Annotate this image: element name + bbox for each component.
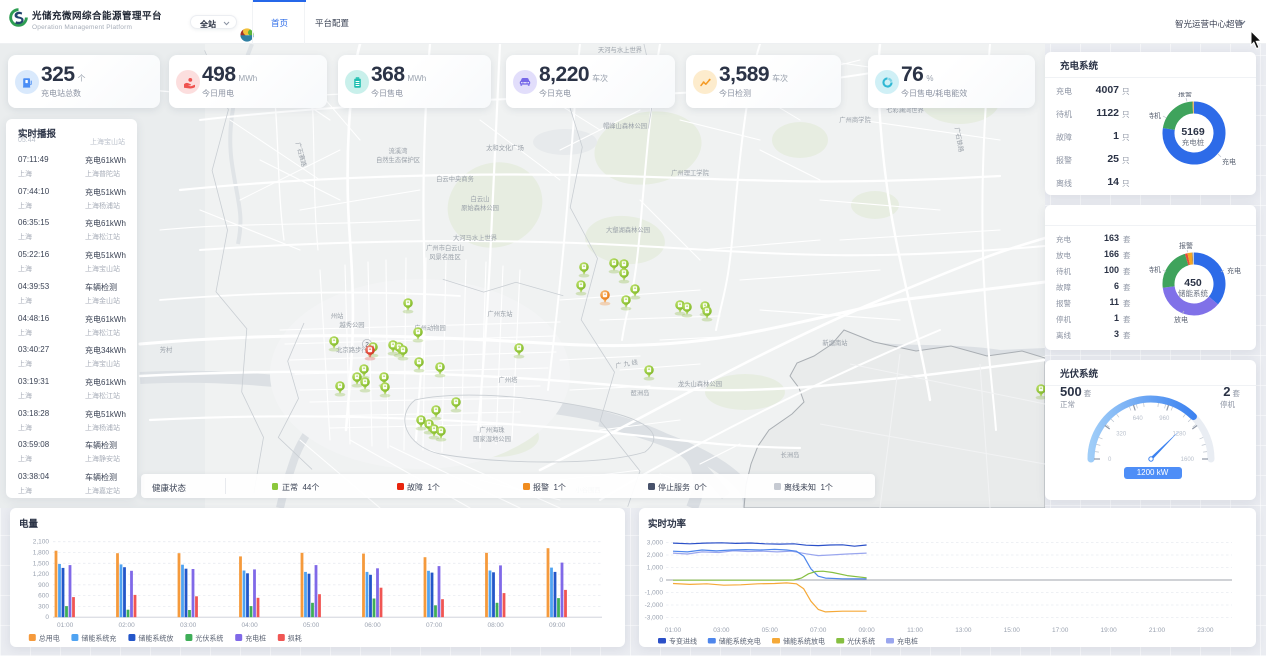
svg-text:11:00: 11:00 [907,627,923,634]
svg-text:07:00: 07:00 [426,622,443,629]
svg-text:08:00: 08:00 [487,622,504,629]
svg-text:广州市白云山: 广州市白云山 [426,243,464,252]
svg-text:09:00: 09:00 [858,627,875,634]
svg-text:广州动物园: 广州动物园 [414,323,445,332]
svg-text:1280: 1280 [1172,432,1186,438]
svg-text:0: 0 [1108,457,1112,463]
svg-text:长洲岛: 长洲岛 [781,450,800,459]
svg-text:3,000: 3,000 [647,540,664,547]
svg-text:19:00: 19:00 [1100,627,1117,634]
svg-text:13:00: 13:00 [955,627,972,634]
svg-text:充电桩: 充电桩 [1182,137,1205,147]
svg-text:15:00: 15:00 [1004,627,1021,634]
svg-text:帽峰山森林公园: 帽峰山森林公园 [603,121,647,130]
svg-text:-1,000: -1,000 [645,590,664,597]
svg-text:03:00: 03:00 [713,627,730,634]
svg-text:-3,000: -3,000 [645,615,664,622]
svg-text:充电桩: 充电桩 [897,637,918,646]
svg-text:-2,000: -2,000 [645,602,664,609]
svg-text:2,000: 2,000 [647,552,664,559]
svg-text:04:00: 04:00 [241,622,258,629]
svg-text:广州海珠: 广州海珠 [479,425,505,434]
svg-text:充电桩: 充电桩 [245,634,266,643]
svg-text:大壑湖森林公园: 大壑湖森林公园 [606,225,650,234]
svg-text:损耗: 损耗 [288,634,302,643]
svg-text:300: 300 [38,603,49,610]
svg-text:国家湿地公园: 国家湿地公园 [473,434,511,443]
svg-text:风景名胜区: 风景名胜区 [429,252,460,261]
svg-text:新塘南站: 新塘南站 [822,338,848,347]
svg-text:450: 450 [1184,277,1202,289]
svg-text:白云山: 白云山 [471,194,490,203]
svg-text:23:00: 23:00 [1197,627,1214,634]
svg-text:白云中央商务: 白云中央商务 [436,174,474,183]
svg-text:充电: 充电 [1222,157,1236,166]
svg-text:待机: 待机 [1149,265,1161,274]
svg-text:天河与水上世界: 天河与水上世界 [598,45,643,54]
svg-text:600: 600 [38,593,49,600]
svg-text:21:00: 21:00 [1149,627,1166,634]
svg-text:储能系统: 储能系统 [1178,288,1208,298]
svg-text:06:00: 06:00 [364,622,381,629]
svg-text:0: 0 [45,614,49,621]
svg-text:总用电: 总用电 [39,634,60,643]
svg-text:原始森林公园: 原始森林公园 [461,203,499,212]
svg-text:待机: 待机 [1149,111,1161,120]
svg-text:05:00: 05:00 [303,622,320,629]
svg-text:琶洲岛: 琶洲岛 [631,388,650,397]
svg-text:光伏系统: 光伏系统 [195,634,223,643]
svg-text:广州商学院: 广州商学院 [839,115,871,124]
svg-text:专变进线: 专变进线 [669,637,697,646]
svg-text:光伏系统: 光伏系统 [847,637,875,646]
svg-text:报警: 报警 [1178,92,1192,98]
svg-text:05:00: 05:00 [762,627,779,634]
svg-text:0: 0 [659,577,663,584]
svg-text:充电: 充电 [1227,266,1241,275]
svg-text:1,000: 1,000 [647,565,664,572]
svg-text:17:00: 17:00 [1052,627,1069,634]
svg-text:1,500: 1,500 [33,560,50,567]
svg-text:自然生态保护区: 自然生态保护区 [376,155,420,164]
svg-text:储能系统放: 储能系统放 [138,634,173,643]
svg-text:1,200: 1,200 [33,571,50,578]
svg-text:900: 900 [38,582,49,589]
svg-text:320: 320 [1116,432,1127,438]
svg-text:1600: 1600 [1181,457,1195,463]
svg-text:2: 2 [365,341,369,348]
svg-text:广州理工学院: 广州理工学院 [671,168,709,177]
svg-text:09:00: 09:00 [549,622,566,629]
svg-text:5169: 5169 [1181,126,1205,138]
svg-text:七彩澜湾世界: 七彩澜湾世界 [886,105,924,114]
svg-text:01:00: 01:00 [57,622,74,629]
svg-text:龙头山森林公园: 龙头山森林公园 [678,379,722,388]
svg-text:州站: 州站 [331,311,344,320]
svg-text:640: 640 [1133,416,1144,422]
svg-text:03:00: 03:00 [180,622,197,629]
svg-text:1,800: 1,800 [33,550,50,557]
svg-text:储能系统放电: 储能系统放电 [783,637,825,646]
svg-text:芳村: 芳村 [160,345,173,354]
svg-text:流溪湾: 流溪湾 [389,146,409,155]
svg-text:广州东站: 广州东站 [487,309,513,318]
svg-text:02:00: 02:00 [118,622,135,629]
svg-text:放电: 放电 [1174,315,1188,324]
svg-text:2,100: 2,100 [33,539,50,546]
svg-text:越秀公园: 越秀公园 [339,320,364,329]
svg-text:960: 960 [1159,416,1170,422]
svg-text:储能系统充: 储能系统充 [81,634,116,643]
svg-text:广州塔: 广州塔 [499,375,519,384]
svg-text:北京路步行街: 北京路步行街 [336,345,374,354]
svg-text:01:00: 01:00 [665,627,682,634]
svg-text:太和文化广场: 太和文化广场 [486,143,524,152]
svg-text:07:00: 07:00 [810,627,827,634]
svg-text:大河马水上世界: 大河马水上世界 [453,233,498,242]
svg-text:储能系统充电: 储能系统充电 [719,637,761,646]
svg-text:报警: 报警 [1179,242,1193,250]
